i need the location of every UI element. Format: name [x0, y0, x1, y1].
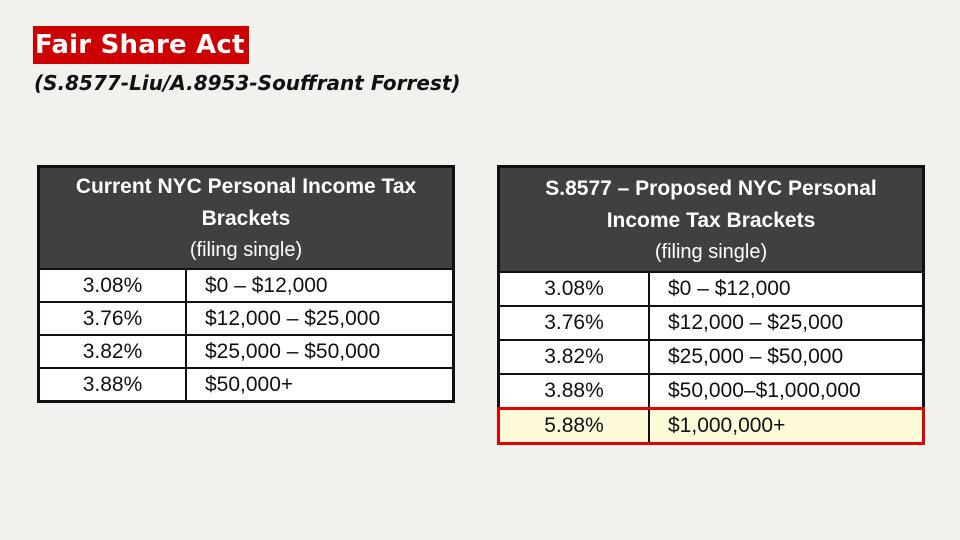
rate-cell: 3.76% [37, 301, 187, 336]
header-title-line1: Current NYC Personal Income Tax [75, 175, 417, 198]
range-cell: $25,000 – $50,000 [648, 339, 925, 375]
range-cell: $0 – $12,000 [648, 271, 925, 307]
table-header: Current NYC Personal Income Tax Brackets… [38, 166, 454, 269]
range-cell: $12,000 – $25,000 [648, 305, 925, 341]
header-subtitle: (filing single) [189, 239, 303, 261]
range-cell: $12,000 – $25,000 [185, 301, 455, 336]
table-header-row: S.8577 – Proposed NYC Personal Income Ta… [498, 166, 924, 272]
rate-cell: 3.82% [497, 339, 650, 375]
range-cell: $50,000+ [185, 367, 455, 403]
header-title-line2: Income Tax Brackets [606, 208, 816, 232]
table-row: 3.88% $50,000+ [37, 367, 455, 403]
table-row: 3.82% $25,000 – $50,000 [37, 334, 455, 369]
header-subtitle: (filing single) [654, 240, 768, 263]
header-title-line2: Brackets [201, 207, 291, 230]
rate-cell: 3.08% [37, 268, 187, 303]
rate-cell: 5.88% [497, 407, 650, 445]
range-cell: $25,000 – $50,000 [185, 334, 455, 369]
table-row: 3.76% $12,000 – $25,000 [497, 305, 925, 341]
bill-subtitle: (S.8577-Liu/A.8953-Souffrant Forrest) [34, 71, 461, 95]
header-title-line1: S.8577 – Proposed NYC Personal [545, 176, 877, 200]
proposed-tax-brackets-table: S.8577 – Proposed NYC Personal Income Ta… [497, 165, 925, 445]
range-cell: $50,000–$1,000,000 [648, 373, 925, 410]
table-header-row: Current NYC Personal Income Tax Brackets… [38, 166, 454, 269]
rate-cell: 3.08% [497, 271, 650, 307]
table-row: 3.88% $50,000–$1,000,000 [497, 373, 925, 410]
table-header: S.8577 – Proposed NYC Personal Income Ta… [498, 166, 924, 272]
range-cell: $0 – $12,000 [185, 268, 455, 303]
highlighted-new-bracket-row: 5.88% $1,000,000+ [497, 407, 925, 445]
table-row: 3.08% $0 – $12,000 [37, 268, 455, 303]
table-row: 3.82% $25,000 – $50,000 [497, 339, 925, 375]
rate-cell: 3.82% [37, 334, 187, 369]
rate-cell: 3.88% [497, 373, 650, 410]
rate-cell: 3.88% [37, 367, 187, 403]
current-tax-brackets-table: Current NYC Personal Income Tax Brackets… [37, 165, 455, 403]
range-cell: $1,000,000+ [648, 407, 925, 445]
rate-cell: 3.76% [497, 305, 650, 341]
table-row: 3.76% $12,000 – $25,000 [37, 301, 455, 336]
slide-title: Fair Share Act [33, 26, 249, 64]
table-row: 3.08% $0 – $12,000 [497, 271, 925, 307]
